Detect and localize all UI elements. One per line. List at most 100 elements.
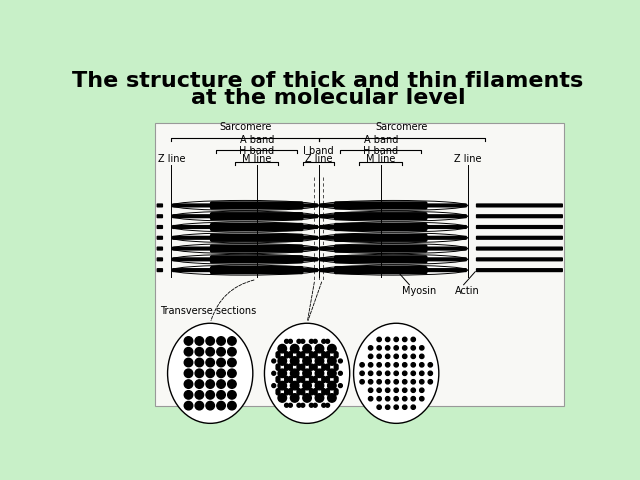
Ellipse shape — [172, 265, 319, 275]
Circle shape — [377, 388, 381, 392]
Text: I band: I band — [303, 146, 334, 156]
Circle shape — [289, 379, 292, 383]
Circle shape — [276, 389, 280, 393]
Circle shape — [278, 345, 287, 353]
FancyBboxPatch shape — [302, 268, 318, 272]
Circle shape — [377, 363, 381, 367]
Circle shape — [326, 339, 330, 343]
Circle shape — [377, 337, 381, 342]
Circle shape — [276, 376, 280, 380]
Ellipse shape — [264, 323, 349, 423]
Circle shape — [309, 339, 313, 343]
FancyBboxPatch shape — [155, 123, 564, 407]
Circle shape — [326, 391, 330, 395]
Ellipse shape — [319, 233, 467, 243]
FancyBboxPatch shape — [476, 214, 563, 218]
Circle shape — [316, 394, 324, 402]
Circle shape — [360, 371, 364, 375]
Circle shape — [385, 388, 390, 392]
Circle shape — [322, 379, 326, 383]
Circle shape — [334, 354, 338, 358]
Circle shape — [303, 394, 311, 402]
Circle shape — [379, 214, 383, 218]
Circle shape — [313, 389, 317, 393]
FancyBboxPatch shape — [334, 234, 428, 242]
Circle shape — [184, 369, 193, 378]
Circle shape — [291, 369, 299, 378]
Circle shape — [289, 364, 292, 368]
Ellipse shape — [172, 222, 319, 232]
Circle shape — [313, 403, 317, 407]
Circle shape — [313, 339, 317, 343]
Circle shape — [195, 358, 204, 367]
Circle shape — [403, 380, 407, 384]
Circle shape — [289, 403, 292, 407]
Circle shape — [322, 391, 326, 395]
Circle shape — [411, 354, 415, 359]
Circle shape — [255, 236, 259, 240]
FancyBboxPatch shape — [210, 201, 303, 210]
Circle shape — [217, 380, 225, 388]
Circle shape — [278, 394, 287, 402]
Circle shape — [313, 376, 317, 380]
Circle shape — [228, 391, 236, 399]
Circle shape — [272, 359, 276, 363]
Circle shape — [285, 354, 289, 358]
Circle shape — [303, 369, 311, 378]
Circle shape — [313, 391, 317, 395]
FancyBboxPatch shape — [210, 223, 303, 231]
FancyBboxPatch shape — [157, 257, 163, 262]
FancyBboxPatch shape — [319, 268, 335, 272]
Circle shape — [309, 391, 313, 395]
Circle shape — [334, 389, 338, 393]
Circle shape — [217, 337, 225, 345]
Circle shape — [276, 364, 280, 368]
Circle shape — [420, 380, 424, 384]
Ellipse shape — [353, 323, 439, 423]
Circle shape — [385, 354, 390, 359]
Circle shape — [403, 396, 407, 401]
FancyBboxPatch shape — [172, 236, 211, 240]
Text: H band: H band — [363, 146, 398, 156]
Circle shape — [195, 337, 204, 345]
Ellipse shape — [319, 265, 467, 275]
Circle shape — [326, 366, 330, 370]
FancyBboxPatch shape — [476, 257, 563, 262]
Circle shape — [394, 337, 398, 342]
Circle shape — [411, 405, 415, 409]
Ellipse shape — [172, 233, 319, 243]
Circle shape — [289, 339, 292, 343]
Circle shape — [278, 357, 287, 365]
Circle shape — [285, 389, 289, 393]
Text: Sarcomere: Sarcomere — [376, 122, 428, 132]
FancyBboxPatch shape — [172, 247, 211, 251]
Circle shape — [309, 366, 313, 370]
Circle shape — [206, 380, 214, 388]
Circle shape — [184, 348, 193, 356]
FancyBboxPatch shape — [334, 212, 428, 220]
Circle shape — [301, 366, 305, 370]
Circle shape — [322, 403, 326, 407]
Circle shape — [289, 354, 292, 358]
Circle shape — [301, 376, 305, 380]
Circle shape — [291, 357, 299, 365]
Circle shape — [334, 376, 338, 380]
FancyBboxPatch shape — [426, 247, 467, 251]
Circle shape — [326, 354, 330, 358]
Circle shape — [272, 372, 276, 375]
Circle shape — [403, 354, 407, 359]
FancyBboxPatch shape — [426, 236, 467, 240]
Circle shape — [228, 401, 236, 410]
Circle shape — [297, 354, 301, 358]
Circle shape — [339, 359, 342, 363]
Circle shape — [377, 354, 381, 359]
Circle shape — [411, 388, 415, 392]
Text: M line: M line — [242, 154, 271, 164]
Circle shape — [301, 364, 305, 368]
Text: Z line: Z line — [305, 154, 332, 164]
Circle shape — [289, 391, 292, 395]
Circle shape — [411, 380, 415, 384]
Circle shape — [411, 363, 415, 367]
Circle shape — [309, 352, 313, 356]
Ellipse shape — [172, 243, 319, 253]
